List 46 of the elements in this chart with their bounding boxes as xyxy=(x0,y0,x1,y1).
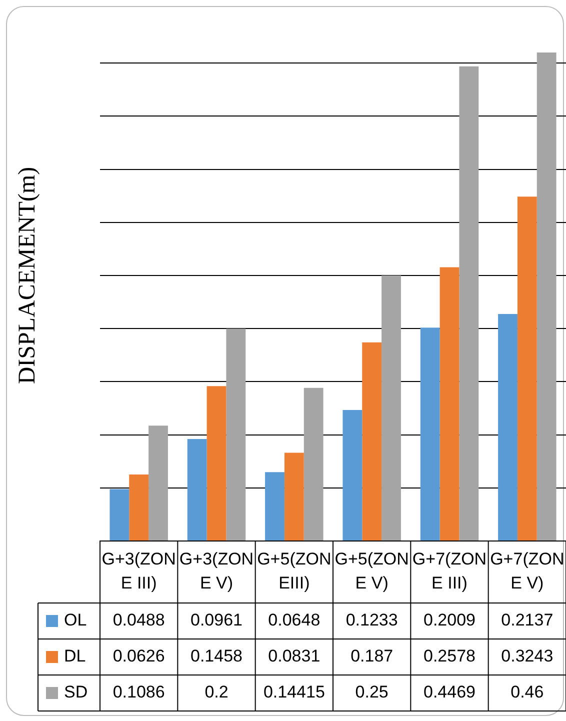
legend-label: DL xyxy=(64,646,86,666)
data-label: 0.1458 xyxy=(190,646,242,666)
bar xyxy=(304,388,324,540)
data-label: 0.46 xyxy=(510,682,544,702)
bar xyxy=(342,410,362,540)
bar xyxy=(284,452,304,540)
bar xyxy=(536,52,556,540)
data-label: 0.2009 xyxy=(424,610,476,630)
data-label: 0.25 xyxy=(355,682,388,702)
bar xyxy=(187,438,207,540)
bar xyxy=(265,472,284,540)
x-tick-label: G+5(ZONE V) xyxy=(334,550,409,593)
data-label: 0.0961 xyxy=(190,610,242,630)
bar xyxy=(517,196,537,540)
bar xyxy=(498,314,518,540)
data-label: 0.1086 xyxy=(112,682,165,702)
data-label: 0.4469 xyxy=(424,682,476,702)
data-label: 0.0626 xyxy=(112,646,165,666)
data-label: 0.187 xyxy=(350,646,394,666)
data-label: 0.0648 xyxy=(268,610,320,630)
bar xyxy=(420,328,440,540)
x-tick-label: G+3(ZONE III) xyxy=(102,550,176,593)
data-label: 0.0488 xyxy=(112,610,165,630)
bar xyxy=(459,66,479,540)
bar xyxy=(440,267,460,540)
data-label: 0.2578 xyxy=(424,646,476,666)
bar xyxy=(362,342,382,540)
data-label: 0.2 xyxy=(204,682,228,702)
y-axis-title: DISPLACEMENT(m) xyxy=(14,166,41,384)
bar xyxy=(148,426,168,540)
bar xyxy=(206,386,226,540)
bar xyxy=(129,474,149,540)
data-label: 0.14415 xyxy=(263,682,325,702)
bar xyxy=(226,328,246,540)
x-tick-label: G+7(ZONE V) xyxy=(490,550,564,593)
bar xyxy=(110,489,130,540)
x-tick-label: G+3(ZONE V) xyxy=(179,550,254,593)
bar xyxy=(382,276,401,540)
legend-label: SD xyxy=(64,682,88,702)
data-label: 0.0831 xyxy=(268,646,320,666)
data-label: 0.3243 xyxy=(501,646,554,666)
x-tick-label: G+5(ZONEIII) xyxy=(257,550,332,593)
x-tick-label: G+7(ZONE III) xyxy=(412,550,487,593)
data-label: 0.2137 xyxy=(501,610,554,630)
data-label: 0.1233 xyxy=(346,610,398,630)
legend-label: OL xyxy=(64,610,87,630)
